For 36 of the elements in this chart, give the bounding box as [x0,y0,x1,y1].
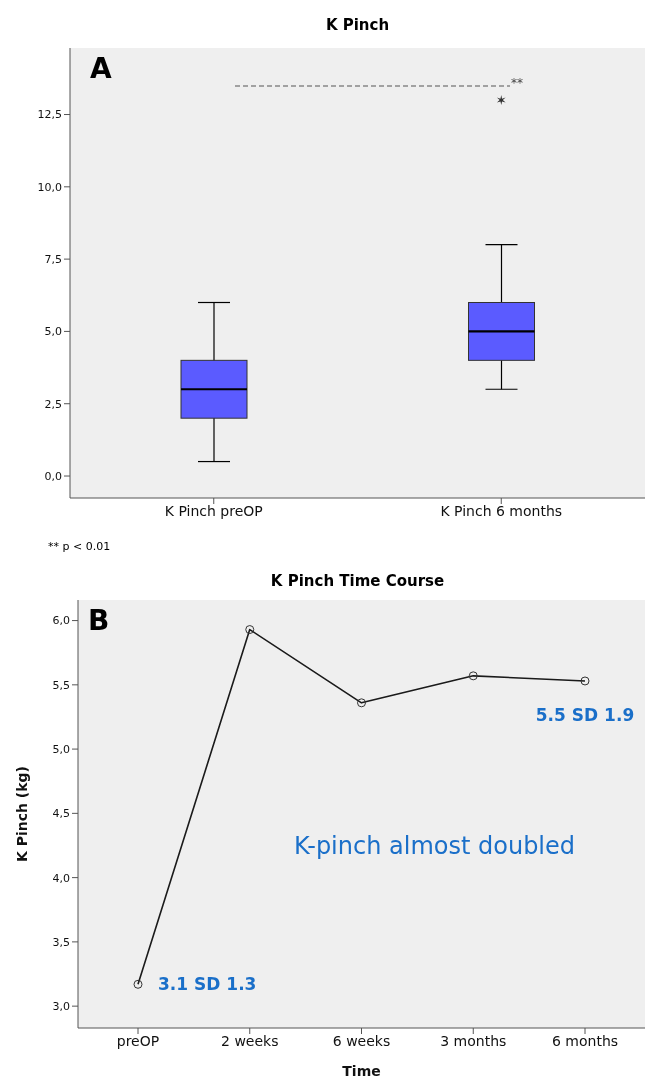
annotation: K-pinch almost doubled [294,832,576,860]
y-tick-label: 0,0 [44,469,62,483]
y-axis-title: K Pinch (kg) [13,765,30,863]
y-tick-label: 5,5 [52,678,70,692]
annotation: ** [511,76,523,90]
y-tick-label: 5,0 [44,325,62,339]
y-tick-label: 12,5 [37,108,62,122]
annotation: B [88,604,110,637]
point [580,676,590,686]
x-axis-title: Time [342,1063,381,1079]
y-tick-label: 10,0 [37,180,62,194]
y-tick-label: 3,5 [52,935,70,949]
y-tick-label: 6,0 [52,614,70,628]
y-tick-label: 5,0 [52,743,70,756]
x-tick-label: K Pinch preOP [164,502,263,519]
x-tick-label: preOP [116,1032,160,1049]
annotation: 5.5 SD 1.9 [535,705,635,726]
annotation: A [90,52,112,85]
point [357,698,366,708]
point [133,979,143,989]
x-tick-label: 6 months [551,1032,619,1049]
y-tick-label: 3,0 [52,1000,70,1014]
text: ** p < 0.01 [48,540,111,553]
y-tick-label: 2,5 [44,397,62,411]
chart-title: K Pinch Time Course [269,571,446,592]
y-tick-label: 7,5 [44,253,62,267]
x-tick-label: 2 weeks [221,1032,279,1049]
point [245,625,255,635]
x-tick-label: K Pinch 6 months [440,502,563,519]
x-tick-label: 6 weeks [332,1032,391,1049]
point [468,671,478,681]
annotation: 3.1 SD 1.3 [158,974,257,995]
chart-title: K Pinch [324,15,391,36]
y-tick-label: 4,0 [52,871,70,885]
x-tick-label: 3 months [440,1032,507,1049]
y-tick-label: 4,5 [52,807,70,821]
